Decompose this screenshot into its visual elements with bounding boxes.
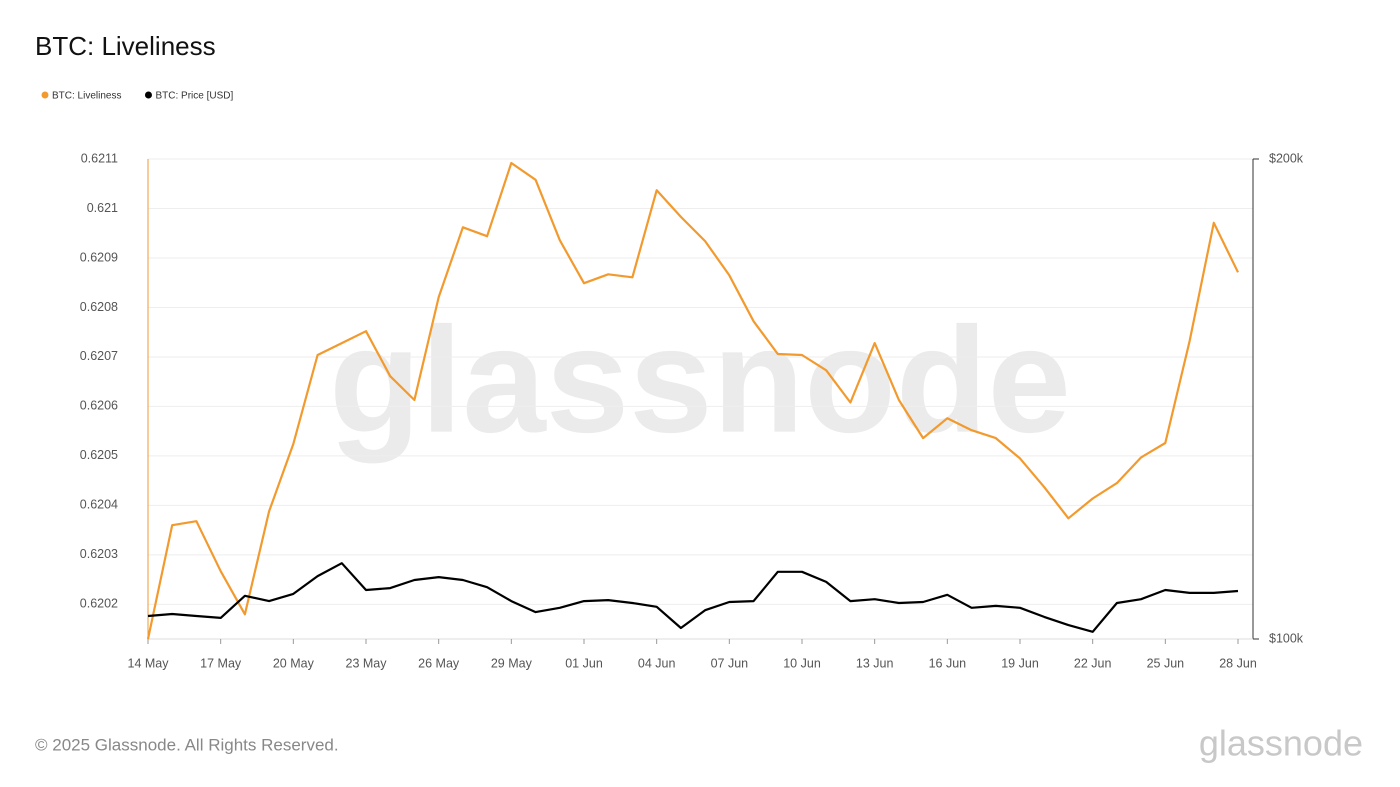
y-tick-label: 0.6207 [80, 349, 118, 363]
x-tick-label: 25 Jun [1147, 656, 1185, 670]
x-tick-label: 04 Jun [638, 656, 676, 670]
watermark: glassnode [329, 296, 1071, 464]
legend-marker [144, 91, 152, 99]
x-tick-label: 14 May [128, 656, 170, 670]
x-tick-label: 29 May [491, 656, 533, 670]
y-tick-label: 0.6203 [80, 547, 118, 561]
chart-title: BTC: Liveliness [35, 31, 216, 61]
logo: glassnode [1199, 723, 1363, 764]
series-line [147, 562, 1239, 633]
x-tick-label: 19 Jun [1001, 656, 1039, 670]
legend-marker [41, 91, 49, 99]
y-tick-label: 0.6211 [81, 151, 118, 165]
copyright: © 2025 Glassnode. All Rights Reserved. [35, 735, 339, 754]
x-tick-label: 16 Jun [929, 656, 967, 670]
y-tick-label: 0.6206 [80, 399, 118, 413]
x-tick-label: 10 Jun [783, 656, 821, 670]
x-tick-label: 13 Jun [856, 656, 894, 670]
y-tick-label: 0.6202 [80, 597, 118, 611]
x-tick-label: 23 May [346, 656, 388, 670]
x-tick-label: 28 Jun [1219, 656, 1257, 670]
series-line [146, 161, 1239, 640]
x-tick-label: 17 May [200, 656, 242, 670]
y-tick-label: 0.6208 [80, 300, 118, 314]
y-tick-label: 0.6205 [80, 448, 118, 462]
x-tick-label: 07 Jun [711, 656, 749, 670]
y2-tick-label: $100k [1269, 631, 1304, 645]
x-tick-label: 01 Jun [565, 656, 603, 670]
y-tick-label: 0.621 [87, 201, 118, 215]
x-tick-label: 20 May [273, 656, 315, 670]
y-tick-label: 0.6204 [80, 498, 118, 512]
legend-label: BTC: Liveliness [52, 91, 121, 102]
y2-tick-label: $200k [1269, 151, 1304, 165]
y-tick-label: 0.6209 [80, 250, 118, 264]
x-tick-label: 22 Jun [1074, 656, 1112, 670]
legend-label: BTC: Price [USD] [155, 91, 233, 102]
x-tick-label: 26 May [418, 656, 460, 670]
